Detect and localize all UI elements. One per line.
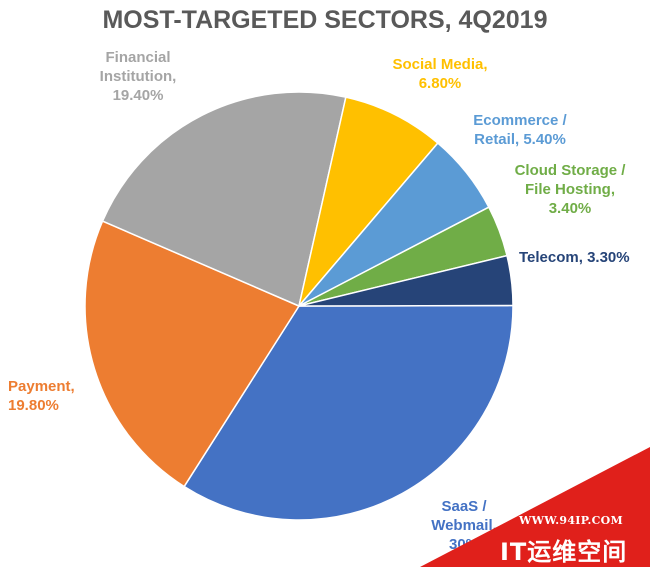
slice-label-line: Retail, 5.40% bbox=[474, 131, 566, 148]
pie-slice-social bbox=[298, 96, 439, 307]
slice-label-line: 19.80% bbox=[8, 397, 59, 414]
slice-label-saas: SaaS / Webmail, 30% bbox=[424, 497, 504, 554]
slice-label-line: Ecommerce / bbox=[473, 112, 567, 129]
slice-label-payment: Payment, 19.80% bbox=[8, 377, 98, 415]
slice-label-cloud: Cloud Storage / File Hosting, 3.40% bbox=[495, 161, 645, 218]
slice-label-social: Social Media, 6.80% bbox=[375, 55, 505, 93]
slice-label-line: 30% bbox=[448, 536, 480, 553]
slice-label-telecom: Telecom, 3.30% bbox=[519, 248, 649, 267]
pie-slice-payment bbox=[84, 220, 301, 488]
slice-label-line: Financial bbox=[105, 49, 171, 66]
slice-label-line: SaaS / bbox=[441, 498, 487, 515]
pie-slice-financial bbox=[101, 91, 347, 308]
slice-label-line: File Hosting, bbox=[525, 181, 615, 198]
chart-title: MOST-TARGETED SECTORS, 4Q2019 bbox=[102, 6, 548, 34]
slice-label-line: Webmail, bbox=[431, 517, 497, 534]
slice-label-line: Social Media, bbox=[392, 56, 488, 73]
slice-label-line: Payment, bbox=[8, 378, 75, 395]
slice-label-line: 19.40% bbox=[112, 87, 164, 104]
slice-label-line: 3.40% bbox=[548, 200, 592, 217]
slice-label-line: Institution, bbox=[99, 68, 177, 85]
slice-label-ecommerce: Ecommerce / Retail, 5.40% bbox=[455, 111, 585, 149]
slice-label-line: Telecom, 3.30% bbox=[519, 249, 630, 266]
slice-label-line: 6.80% bbox=[418, 75, 462, 92]
slice-label-financial: Financial Institution, 19.40% bbox=[88, 48, 188, 105]
pie-slice-telecom bbox=[298, 254, 514, 307]
slice-label-line: Cloud Storage / bbox=[514, 162, 626, 179]
